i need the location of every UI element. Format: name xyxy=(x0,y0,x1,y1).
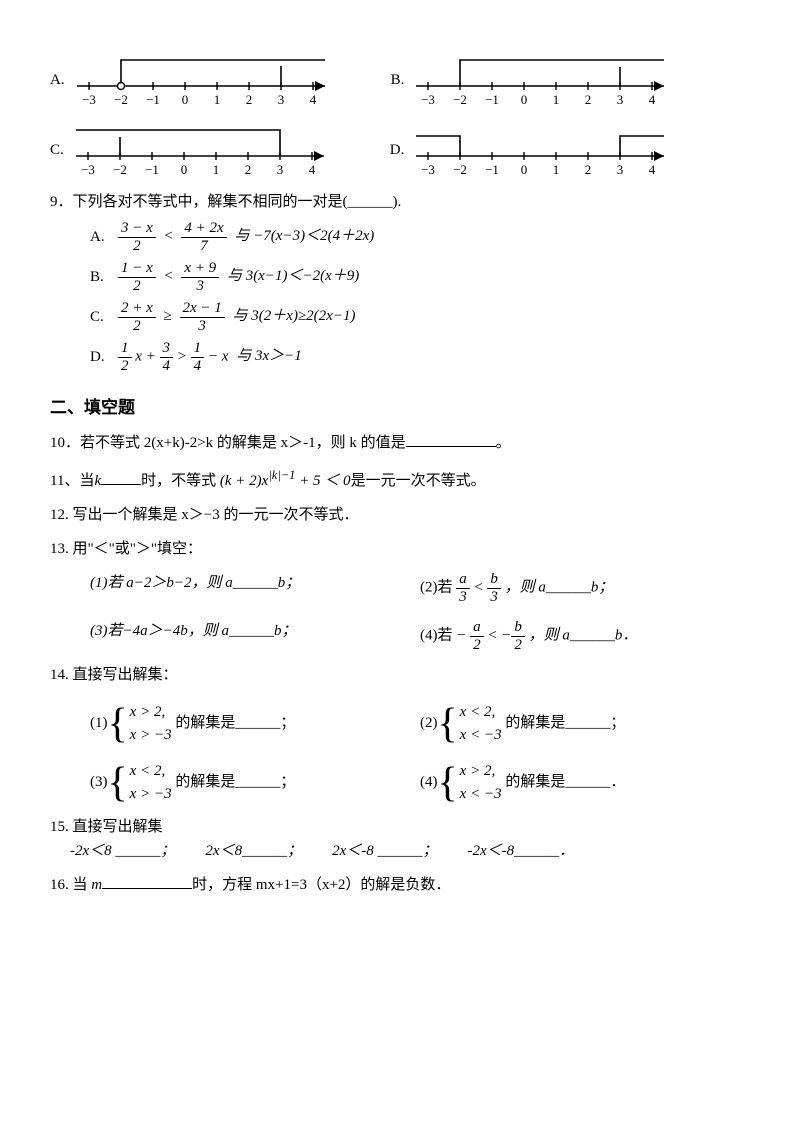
svg-text:2: 2 xyxy=(245,162,252,177)
q14-item: (1){x > 2,x > −3 的解集是______； xyxy=(90,701,420,746)
option-D: D. −3 −2 −1 0 1 2 3 4 xyxy=(390,116,671,180)
svg-text:−3: −3 xyxy=(81,162,95,177)
svg-text:4: 4 xyxy=(649,92,656,107)
svg-text:0: 0 xyxy=(181,92,188,107)
q16: 16. 当 m时，方程 mx+1=3（x+2）的解是负数． xyxy=(50,873,750,897)
q9-opt-A: A. 3 − x2 < 4 + 2x7 与 −7(x−3)＜2(4＋2x) xyxy=(90,220,750,254)
svg-text:−3: −3 xyxy=(421,162,435,177)
blank[interactable] xyxy=(101,469,141,485)
q12: 12. 写出一个解集是 x＞−3 的一元一次不等式． xyxy=(50,503,750,527)
svg-text:−1: −1 xyxy=(146,92,160,107)
q15-items: -2x＜8 ______；2x＜8______；2x＜-8 ______；-2x… xyxy=(70,839,750,863)
q9-opt-B: B. 1 − x2 < x + 93 与 3(x−1)＜−2(x＋9) xyxy=(90,260,750,294)
number-line-row-2: C. −3 −2 −1 0 1 2 3 4 D. −3 −2 −1 0 1 2 3 4 xyxy=(50,116,750,180)
svg-text:−3: −3 xyxy=(82,92,96,107)
svg-text:0: 0 xyxy=(181,162,188,177)
q13-p4: (4)若 − a2 < −b2 ，则 a______b． xyxy=(420,619,750,653)
q9-stem: 9．下列各对不等式中，解集不相同的一对是(______). xyxy=(50,190,750,214)
q14: 14. 直接写出解集： (1){x > 2,x > −3 的解集是______；… xyxy=(50,663,750,805)
svg-text:1: 1 xyxy=(553,162,560,177)
option-B: B. −3 −2 −1 0 1 2 3 4 xyxy=(391,46,671,110)
svg-text:0: 0 xyxy=(521,92,528,107)
svg-text:1: 1 xyxy=(213,92,220,107)
svg-text:−1: −1 xyxy=(485,92,499,107)
svg-text:2: 2 xyxy=(245,92,252,107)
q11: 11、当k时，不等式 (k + 2)x|k|−1 + 5 ＜ 0是一元一次不等式… xyxy=(50,465,750,493)
q15: 15. 直接写出解集 -2x＜8 ______；2x＜8______；2x＜-8… xyxy=(50,815,750,863)
q15-stem: 15. 直接写出解集 xyxy=(50,815,750,839)
label-C: C. xyxy=(50,138,64,162)
svg-text:4: 4 xyxy=(649,162,656,177)
blank[interactable] xyxy=(406,431,496,447)
q13: 13. 用"＜"或"＞"填空： (1)若 a−2＞b−2，则 a______b；… xyxy=(50,537,750,653)
number-line-C: −3 −2 −1 0 1 2 3 4 xyxy=(70,116,330,180)
number-line-A: −3 −2 −1 0 1 2 3 4 xyxy=(71,46,331,110)
number-line-row-1: A. −3 −2 −1 0 1 2 3 4 B. −3 −2 −1 0 1 2 3 4 xyxy=(50,46,750,110)
q10: 10．若不等式 2(x+k)-2>k 的解集是 x＞-1，则 k 的值是。 xyxy=(50,431,750,455)
section-2-title: 二、填空题 xyxy=(50,394,750,421)
svg-text:1: 1 xyxy=(213,162,220,177)
q14-stem: 14. 直接写出解集： xyxy=(50,663,750,687)
label-D: D. xyxy=(390,138,405,162)
svg-text:0: 0 xyxy=(521,162,528,177)
svg-text:−3: −3 xyxy=(421,92,435,107)
svg-text:2: 2 xyxy=(585,92,592,107)
svg-text:−1: −1 xyxy=(145,162,159,177)
q13-p2: (2)若 a3 < b3 ，则 a______b； xyxy=(420,571,750,605)
svg-text:3: 3 xyxy=(277,92,284,107)
svg-text:3: 3 xyxy=(277,162,284,177)
q9-opt-D: D. 12 x + 34 > 14 − x 与 3x＞−1 xyxy=(90,340,750,374)
blank[interactable] xyxy=(102,873,192,889)
svg-text:−2: −2 xyxy=(114,92,128,107)
number-line-B: −3 −2 −1 0 1 2 3 4 xyxy=(410,46,670,110)
svg-text:2: 2 xyxy=(585,162,592,177)
svg-text:4: 4 xyxy=(309,162,316,177)
option-A: A. −3 −2 −1 0 1 2 3 4 xyxy=(50,46,331,110)
label-A: A. xyxy=(50,68,65,92)
svg-text:1: 1 xyxy=(553,92,560,107)
q13-p3: (3)若−4a＞−4b，则 a______b； xyxy=(90,619,420,653)
svg-text:3: 3 xyxy=(617,162,624,177)
q14-item: (2){x < 2,x < −3 的解集是______； xyxy=(420,701,750,746)
svg-text:−2: −2 xyxy=(453,162,467,177)
svg-text:−2: −2 xyxy=(113,162,127,177)
q14-item: (4){x > 2,x < −3 的解集是______． xyxy=(420,760,750,805)
q9: 9．下列各对不等式中，解集不相同的一对是(______). A. 3 − x2 … xyxy=(50,190,750,374)
q13-p1: (1)若 a−2＞b−2，则 a______b； xyxy=(90,571,420,605)
svg-text:−1: −1 xyxy=(485,162,499,177)
option-C: C. −3 −2 −1 0 1 2 3 4 xyxy=(50,116,330,180)
svg-text:3: 3 xyxy=(617,92,624,107)
svg-text:−2: −2 xyxy=(453,92,467,107)
q9-opt-C: C. 2 + x2 ≥ 2x − 13 与 3(2＋x)≥2(2x−1) xyxy=(90,300,750,334)
q14-item: (3){x < 2,x > −3 的解集是______； xyxy=(90,760,420,805)
svg-text:4: 4 xyxy=(309,92,316,107)
q13-stem: 13. 用"＜"或"＞"填空： xyxy=(50,537,750,561)
number-line-D: −3 −2 −1 0 1 2 3 4 xyxy=(410,116,670,180)
label-B: B. xyxy=(391,68,405,92)
